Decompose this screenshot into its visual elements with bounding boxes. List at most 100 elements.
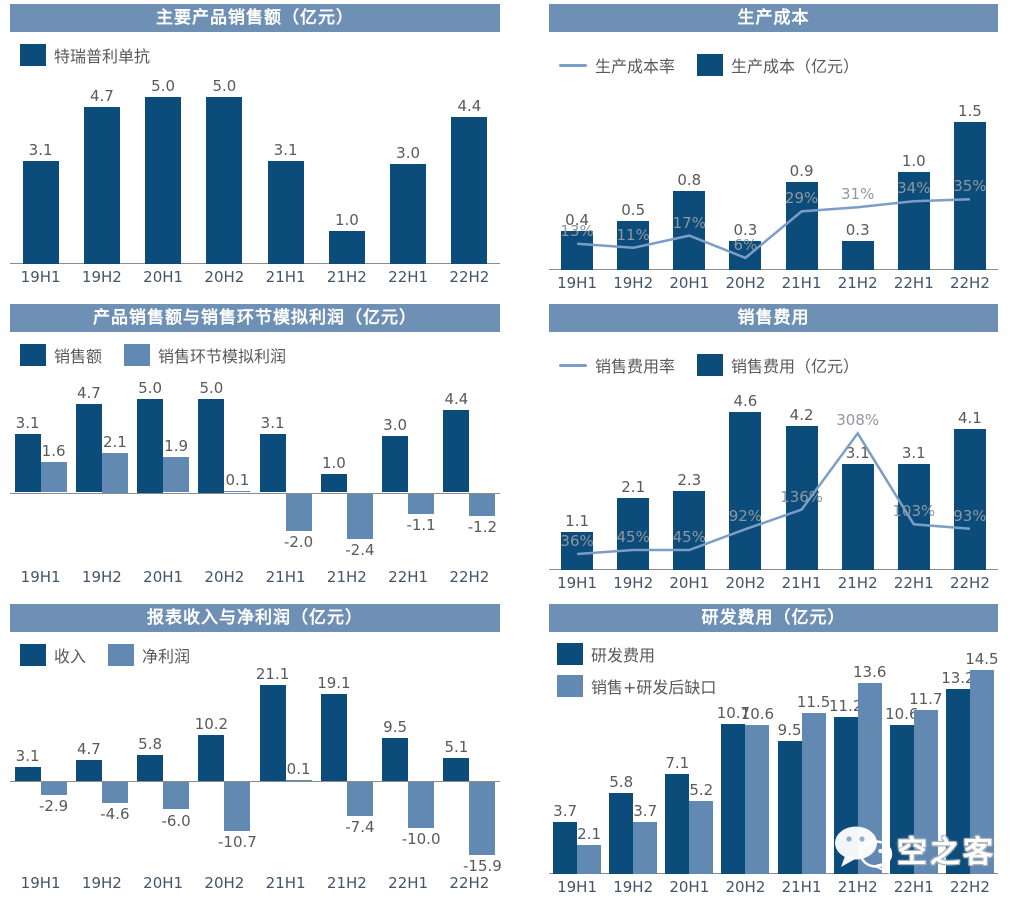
value-label: 5.0 <box>199 378 224 397</box>
chart-title: 产品销售额与销售环节模拟利润（亿元） <box>10 304 500 332</box>
bar-dark <box>729 412 762 570</box>
value-label: 4.7 <box>89 87 114 106</box>
bar-light <box>633 822 658 874</box>
value-label: 1.0 <box>321 453 346 472</box>
value-label: 4.7 <box>76 384 101 403</box>
bar-dark <box>198 734 225 782</box>
bar-dark <box>451 117 488 264</box>
legend: 销售额 销售环节模拟利润 <box>20 342 500 368</box>
value-label: 4.4 <box>444 389 469 408</box>
bar-dark <box>785 425 818 570</box>
x-axis-label: 22H2 <box>449 268 490 286</box>
wechat-icon <box>835 826 893 874</box>
value-label: 5.0 <box>151 77 176 96</box>
legend-item: 生产成本（亿元） <box>697 53 859 77</box>
bar-dark <box>259 434 286 493</box>
rate-label: 13% <box>560 221 594 240</box>
bar-light <box>163 456 190 493</box>
axis-line <box>549 569 998 570</box>
rate-label: 6% <box>733 235 758 254</box>
value-label: -2.0 <box>283 533 314 552</box>
bar-light <box>40 782 67 796</box>
bar-dark <box>328 230 365 264</box>
bar-light <box>346 782 373 816</box>
legend: 销售费用率 销售费用（亿元） <box>559 352 998 378</box>
bar-light <box>469 782 496 855</box>
chart-title: 主要产品销售额（亿元） <box>10 4 500 32</box>
legend-item: 特瑞普利单抗 <box>20 43 150 67</box>
x-axis-label: 19H2 <box>81 874 122 892</box>
rate-label: 103% <box>892 502 936 521</box>
x-axis-label: 21H1 <box>265 568 306 586</box>
legend-swatch-light <box>124 344 151 366</box>
x-axis-label: 22H1 <box>893 878 934 896</box>
bar-dark <box>267 160 304 264</box>
legend-swatch-dark <box>697 54 724 76</box>
chart-production-cost: 生产成本 生产成本率 生产成本（亿元） 0.4 0.5 0.8 0.3 0.9 0.3 1.… <box>549 4 998 298</box>
legend-label: 销售费用（亿元） <box>731 357 860 376</box>
value-label: -2.9 <box>38 797 69 816</box>
x-axis-label: 22H2 <box>949 878 990 896</box>
value-label: 0.1 <box>286 760 311 779</box>
bar-dark <box>561 532 594 570</box>
rate-label: 17% <box>672 213 706 232</box>
x-axis: 19H1 19H2 20H1 20H2 21H1 21H2 22H1 22H2 <box>549 874 998 900</box>
legend-item: 收入 <box>20 643 86 667</box>
x-axis-label: 21H1 <box>265 268 306 286</box>
legend-label: 研发费用 <box>591 646 656 665</box>
x-axis-label: 19H1 <box>557 878 598 896</box>
x-axis: 19H1 19H2 20H1 20H2 21H1 21H2 22H1 22H2 <box>10 870 500 896</box>
x-axis-label: 20H2 <box>725 274 766 292</box>
value-label: 1.0 <box>334 210 359 229</box>
axis-line <box>10 781 500 783</box>
bar-dark <box>14 767 41 782</box>
bar-dark <box>137 398 164 493</box>
rate-label: 136% <box>780 487 824 506</box>
bar-dark <box>206 97 243 264</box>
x-axis-label: 22H1 <box>893 574 934 592</box>
bar-dark <box>259 684 286 782</box>
x-axis: 19H1 19H2 20H1 20H2 21H1 21H2 22H1 22H2 <box>549 270 998 296</box>
x-axis-label: 19H1 <box>557 574 598 592</box>
axis-line <box>549 269 998 270</box>
bar-dark <box>609 792 634 874</box>
value-label: 5.8 <box>609 772 634 791</box>
bar-dark <box>75 759 102 782</box>
chart-rd-expense: 研发费用（亿元） 研发费用 销售+研发后缺口 3.7 5.8 7.1 10.7 9.5 1… <box>549 604 999 900</box>
plot-area: 1.1 2.1 2.3 4.6 4.2 3.1 3.1 4.1 36% 45% 45% 92% 136%… <box>549 388 998 570</box>
bar-dark <box>382 737 409 782</box>
bar-dark <box>320 694 347 782</box>
legend-label: 销售费用率 <box>595 357 676 376</box>
bar-dark <box>729 240 762 270</box>
bar-dark <box>785 181 818 270</box>
x-axis-label: 21H1 <box>265 874 306 892</box>
legend-item: 净利润 <box>108 643 190 667</box>
value-label: 0.1 <box>225 470 250 489</box>
value-label: 3.0 <box>383 416 408 435</box>
value-label: 3.1 <box>845 443 870 462</box>
x-axis-label: 20H1 <box>143 874 184 892</box>
rate-label: 31% <box>841 185 875 204</box>
x-axis-label: 20H2 <box>204 568 245 586</box>
legend-item: 销售费用（亿元） <box>697 353 859 377</box>
x-axis-label: 22H1 <box>893 274 934 292</box>
rate-label: 45% <box>672 528 706 546</box>
bar-light <box>101 453 128 493</box>
value-label: 11.7 <box>909 689 943 708</box>
value-label: 0.8 <box>677 171 702 190</box>
bar-dark <box>777 740 802 874</box>
x-axis-label: 22H2 <box>449 568 490 586</box>
bar-light <box>285 493 312 532</box>
value-label: 1.9 <box>164 436 189 455</box>
bar-dark <box>145 97 182 264</box>
value-label: 2.1 <box>577 824 602 843</box>
rate-label: 308% <box>836 411 880 430</box>
bar-dark <box>22 160 59 264</box>
x-axis-label: 21H2 <box>326 268 367 286</box>
value-label: -10.7 <box>217 832 257 851</box>
value-label: -7.4 <box>345 817 375 836</box>
value-label: 4.6 <box>733 392 758 410</box>
bar-dark <box>83 107 120 264</box>
value-label: 1.5 <box>957 102 982 121</box>
x-axis: 19H1 19H2 20H1 20H2 21H1 21H2 22H1 22H2 <box>10 564 500 590</box>
